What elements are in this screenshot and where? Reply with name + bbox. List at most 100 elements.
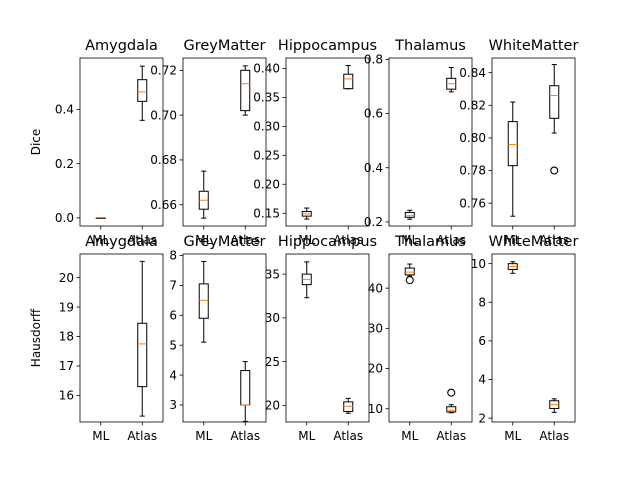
y-tick-label: 20 (368, 362, 383, 376)
box-iqr (404, 211, 415, 218)
x-tick-label: ML (92, 429, 109, 443)
y-tick-label: 35 (265, 267, 280, 281)
axes-frame (182, 253, 267, 423)
y-tick-label: 10 (368, 402, 383, 416)
panel-title: Amygdala (85, 38, 158, 54)
y-tick-label: 0.30 (253, 120, 280, 134)
y-tick-label: 0.76 (459, 196, 486, 210)
box-iqr (240, 69, 251, 112)
y-tick-label: 0.2 (55, 157, 74, 171)
y-tick-label: 0.0 (55, 211, 74, 225)
x-tick-label: ML (401, 233, 418, 247)
x-tick-label: ML (504, 429, 521, 443)
y-tick-label: 30 (265, 311, 280, 325)
y-tick-label: 40 (368, 281, 383, 295)
panel-title: GreyMatter (183, 38, 265, 54)
axes-frame (79, 253, 164, 423)
x-tick-label: ML (298, 233, 315, 247)
outlier-point (550, 166, 559, 175)
x-tick-label: Atlas (539, 233, 569, 247)
y-tick-label: 6 (478, 334, 486, 348)
x-tick-label: Atlas (333, 429, 363, 443)
box-iqr (198, 283, 209, 319)
y-tick-label: 0.68 (150, 153, 177, 167)
y-tick-label: 20 (59, 271, 74, 285)
box-iqr (343, 73, 354, 90)
y-tick-label: 0.20 (253, 177, 280, 191)
box-iqr (240, 370, 251, 406)
y-tick-label: 0.2 (364, 215, 383, 229)
box-iqr (446, 406, 457, 413)
panel-title: WhiteMatter (489, 234, 579, 250)
y-tick-label: 0.80 (459, 131, 486, 145)
y-tick-label: 5 (169, 338, 177, 352)
y-tick-label: 4 (169, 368, 177, 382)
y-tick-label: 0.15 (253, 206, 280, 220)
axes-frame (79, 57, 164, 227)
y-tick-label: 6 (169, 308, 177, 322)
y-tick-label: 0.25 (253, 149, 280, 163)
axes-frame (182, 57, 267, 227)
axes-frame (285, 253, 370, 423)
y-tick-label: 10 (471, 257, 486, 271)
y-tick-label: 0.78 (459, 164, 486, 178)
x-tick-label: Atlas (230, 233, 260, 247)
panel-title: Amygdala (85, 234, 158, 250)
box-iqr (137, 79, 148, 102)
y-tick-label: 7 (169, 279, 177, 293)
y-tick-label: 0.4 (55, 103, 74, 117)
x-tick-label: Atlas (436, 233, 466, 247)
box-iqr (404, 267, 415, 276)
x-tick-label: ML (195, 429, 212, 443)
y-tick-label: 0.82 (459, 99, 486, 113)
y-tick-label: 2 (478, 411, 486, 425)
y-tick-label: 0.72 (150, 64, 177, 78)
panel-title: GreyMatter (183, 234, 265, 250)
x-tick-label: ML (504, 233, 521, 247)
y-tick-label: 25 (265, 355, 280, 369)
y-tick-label: 0.70 (150, 108, 177, 122)
x-tick-label: Atlas (127, 233, 157, 247)
x-tick-label: Atlas (539, 429, 569, 443)
y-tick-label: 17 (59, 359, 74, 373)
y-tick-label: 0.6 (364, 107, 383, 121)
x-tick-label: ML (298, 429, 315, 443)
panel-title: Hippocampus (278, 38, 377, 54)
y-tick-label: 8 (478, 295, 486, 309)
x-tick-label: Atlas (333, 233, 363, 247)
panel-title: Thalamus (394, 234, 466, 250)
axes-frame (285, 57, 370, 227)
y-tick-label: 30 (368, 322, 383, 336)
y-tick-label: 19 (59, 300, 74, 314)
panel-title: Thalamus (394, 38, 466, 54)
y-tick-label: 18 (59, 330, 74, 344)
box-iqr (507, 121, 518, 167)
x-tick-label: ML (195, 233, 212, 247)
y-tick-label: 0.66 (150, 198, 177, 212)
y-tick-label: 4 (478, 373, 486, 387)
y-tick-label: 0.8 (364, 53, 383, 67)
box-iqr (137, 322, 148, 388)
y-tick-label: 0.4 (364, 161, 383, 175)
y-tick-label: 16 (59, 389, 74, 403)
y-tick-label: 3 (169, 398, 177, 412)
outlier-point (405, 276, 414, 285)
outlier-point (447, 388, 456, 397)
x-tick-label: Atlas (230, 429, 260, 443)
y-tick-label: 0.84 (459, 66, 486, 80)
axes-frame (388, 253, 473, 423)
y-tick-label: 8 (169, 249, 177, 263)
y-axis-label: Hausdorff (29, 308, 43, 367)
x-tick-label: Atlas (436, 429, 466, 443)
panel-title: WhiteMatter (489, 38, 579, 54)
y-tick-label: 0.40 (253, 62, 280, 76)
box-iqr (549, 85, 560, 119)
axes-frame (388, 57, 473, 227)
y-tick-label: 0.35 (253, 91, 280, 105)
panel-title: Hippocampus (278, 234, 377, 250)
x-tick-label: Atlas (127, 429, 157, 443)
y-tick-label: 20 (265, 399, 280, 413)
x-tick-label: ML (401, 429, 418, 443)
y-axis-label: Dice (29, 129, 43, 156)
